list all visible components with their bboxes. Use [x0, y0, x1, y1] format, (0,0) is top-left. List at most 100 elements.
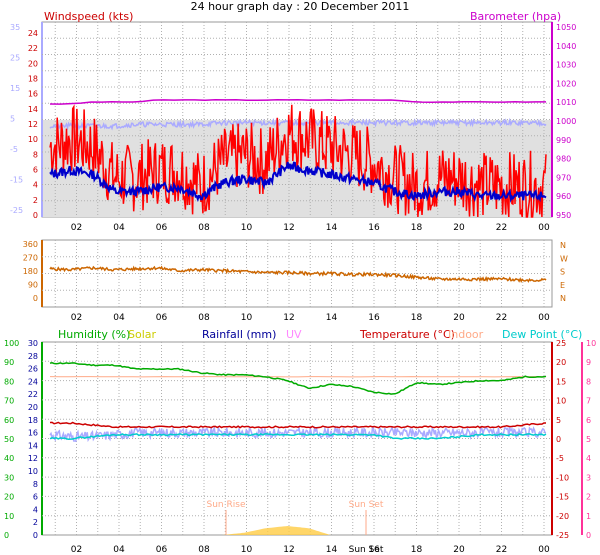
- y-tick-label: E: [560, 281, 565, 290]
- x-tick-label: 18: [411, 223, 423, 233]
- y-tick-label: 1030: [556, 61, 576, 70]
- legend-rainfall: Rainfall (mm): [202, 328, 276, 341]
- y-tick-label: 22: [28, 390, 38, 399]
- solar-area: [50, 526, 546, 535]
- y-tick-label: 2: [33, 518, 38, 527]
- y-tick-label: 80: [4, 377, 14, 386]
- y-tick-label: 20: [556, 358, 566, 367]
- temperature-line: [49, 421, 546, 429]
- y-tick-label: 16: [28, 429, 38, 438]
- y-tick-label: 26: [28, 365, 38, 374]
- y-tick-label: 35: [10, 23, 20, 32]
- x-tick-label: 06: [156, 313, 168, 323]
- y-tick-label: 5: [10, 115, 15, 124]
- y-tick-label: 60: [4, 416, 14, 425]
- y-tick-label: 360: [23, 240, 38, 249]
- y-tick-label: 960: [556, 192, 571, 201]
- y-tick-label: 18: [28, 416, 38, 425]
- y-tick-label: 30: [28, 339, 38, 348]
- y-tick-label: 270: [23, 254, 38, 263]
- y-tick-label: 22: [28, 44, 38, 53]
- x-tick-label: 20: [453, 223, 465, 233]
- y-tick-label: -5: [10, 145, 18, 154]
- y-tick-label: 15: [10, 84, 20, 93]
- y-tick-label: 40: [4, 454, 14, 463]
- y-tick-label: 7: [586, 397, 591, 406]
- x-tick-label: 20: [453, 313, 465, 323]
- y-tick-label: 5: [556, 416, 561, 425]
- legend-indoor: Indoor: [448, 328, 484, 341]
- y-tick-label: 1020: [556, 79, 576, 88]
- y-tick-label: 25: [10, 54, 20, 63]
- y-tick-label: -20: [556, 512, 569, 521]
- y-tick-label: 20: [28, 403, 38, 412]
- y-tick-label: 8: [33, 150, 38, 159]
- y-tick-label: -25: [10, 206, 23, 215]
- y-tick-label: 30: [4, 473, 14, 482]
- x-tick-label: 04: [113, 545, 125, 555]
- x-tick-label: 08: [198, 545, 210, 555]
- y-tick-label: 2: [586, 493, 591, 502]
- y-tick-label: 1010: [556, 98, 576, 107]
- baro-ticks: 1050 1040 1030 1020 1010 1000 990 980 970 960 950: [556, 23, 576, 220]
- dew-point-line: [49, 433, 547, 440]
- y-tick-label: 0: [33, 211, 38, 220]
- y-tick-label: 0: [33, 531, 38, 540]
- legend-humidity: Humidity (%): [58, 328, 130, 341]
- y-tick-label: 990: [556, 136, 571, 145]
- y-tick-label: 50: [4, 435, 14, 444]
- wind-label: Windspeed (kts): [44, 10, 133, 23]
- sunrise-label: Sun Rise: [207, 500, 246, 510]
- y-tick-label: 1050: [556, 23, 576, 32]
- wind-x-ticks: 02 04 06 08 10 12 14 16 18 20 22 00: [71, 223, 550, 233]
- sunset-tick-label: Sun Set: [349, 545, 384, 555]
- y-tick-label: 25: [556, 339, 566, 348]
- x-tick-label: 22: [496, 545, 507, 555]
- x-tick-label: 18: [411, 313, 423, 323]
- legend-dew-point: Dew Point (°C): [502, 328, 582, 341]
- y-tick-label: 10: [28, 467, 38, 476]
- y-tick-label: S: [560, 268, 565, 277]
- x-tick-label: 00: [538, 223, 550, 233]
- y-tick-label: 90: [28, 281, 38, 290]
- y-tick-label: 0: [4, 531, 9, 540]
- y-tick-label: 12: [28, 120, 38, 129]
- uv-line: [49, 425, 547, 443]
- y-tick-label: 10: [586, 339, 596, 348]
- y-tick-label: 970: [556, 173, 571, 182]
- temp-trace-line: [49, 117, 547, 131]
- x-tick-label: 06: [156, 545, 168, 555]
- legend-uv: UV: [286, 328, 302, 341]
- y-tick-label: 70: [4, 397, 14, 406]
- x-tick-label: 02: [71, 545, 82, 555]
- x-tick-label: 10: [241, 545, 253, 555]
- x-tick-label: 22: [496, 223, 507, 233]
- y-tick-label: 100: [4, 339, 19, 348]
- y-tick-label: 0: [33, 294, 38, 303]
- y-tick-label: W: [560, 254, 568, 263]
- y-tick-label: 4: [33, 505, 38, 514]
- x-tick-label: 02: [71, 223, 82, 233]
- chart-title: 24 hour graph day : 20 December 2011: [190, 0, 410, 13]
- x-tick-label: 00: [538, 545, 550, 555]
- x-tick-label: 20: [453, 545, 465, 555]
- y-tick-label: 1000: [556, 117, 576, 126]
- y-tick-label: 18: [28, 75, 38, 84]
- x-tick-label: 14: [326, 223, 338, 233]
- x-tick-label: 04: [113, 313, 125, 323]
- temp-ticks-right: 25 20 15 10 5 0 -5 -10 -15 -20 -25: [556, 339, 569, 540]
- y-tick-label: 8: [33, 480, 38, 489]
- x-tick-label: 00: [538, 313, 550, 323]
- y-tick-label: -15: [10, 176, 23, 185]
- x-tick-label: 22: [496, 313, 507, 323]
- x-tick-label: 16: [368, 223, 380, 233]
- climate-panel: Humidity (%) Solar Rainfall (mm) UV Temp…: [4, 328, 596, 555]
- y-tick-label: N: [560, 241, 566, 250]
- y-tick-label: 980: [556, 155, 571, 164]
- y-tick-label: -15: [556, 493, 569, 502]
- baro-label: Barometer (hpa): [470, 10, 561, 23]
- y-tick-label: 28: [28, 352, 38, 361]
- y-tick-label: 20: [4, 493, 14, 502]
